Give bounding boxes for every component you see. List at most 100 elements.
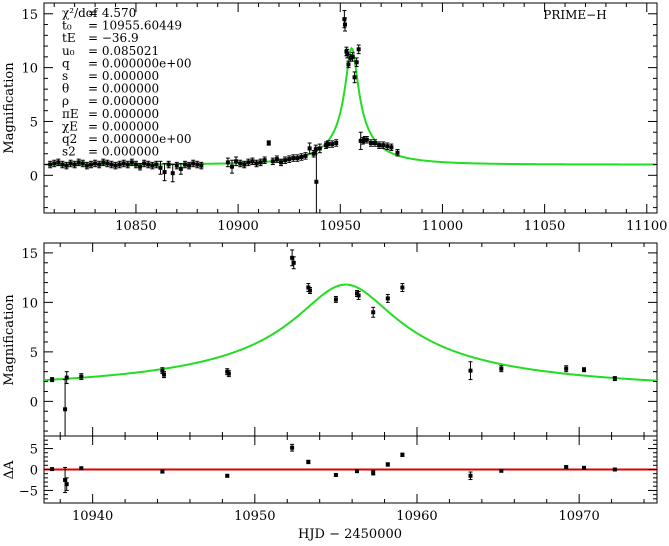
data-point — [306, 459, 311, 465]
data-point — [323, 141, 328, 149]
data-marker — [311, 151, 316, 156]
data-point — [64, 477, 69, 491]
data-marker — [358, 138, 363, 143]
data-marker — [360, 138, 365, 143]
data-marker — [129, 160, 134, 165]
data-marker — [80, 161, 85, 166]
data-point — [150, 161, 155, 170]
data-marker — [162, 170, 167, 175]
data-point — [242, 160, 247, 169]
data-marker — [612, 467, 617, 472]
data-marker — [242, 162, 247, 167]
data-marker — [72, 162, 77, 167]
data-marker — [162, 372, 167, 377]
data-point — [364, 136, 369, 144]
data-marker — [291, 260, 296, 265]
data-marker — [150, 163, 155, 168]
panel-residuals-xlabel: HJD − 2450000 — [298, 527, 402, 542]
data-marker — [364, 137, 369, 142]
data-point — [333, 295, 338, 303]
data-marker — [346, 62, 351, 67]
param-value: = 0.000000 — [88, 119, 159, 133]
data-marker — [68, 161, 73, 166]
data-marker — [121, 161, 126, 166]
y-tick-label: 15 — [21, 8, 38, 23]
data-marker — [97, 162, 102, 167]
data-marker — [345, 51, 350, 56]
data-point — [395, 148, 400, 157]
data-point — [162, 162, 167, 182]
data-marker — [395, 150, 400, 155]
data-point — [63, 379, 68, 437]
param-name: ρ — [62, 94, 69, 108]
model-curve-group — [43, 283, 658, 382]
data-marker — [154, 162, 159, 167]
param-value: = 0.000000e+00 — [88, 56, 192, 70]
panel-zoom-ylabel: Magnification — [2, 294, 17, 386]
data-marker — [350, 54, 355, 59]
data-marker — [385, 462, 390, 467]
data-marker — [79, 374, 84, 379]
data-point — [468, 361, 473, 381]
data-marker — [182, 162, 187, 167]
y-tick-label: 5 — [30, 443, 38, 458]
data-point — [225, 473, 230, 478]
data-point — [358, 131, 363, 150]
param-value: = −36.9 — [88, 31, 139, 45]
data-marker — [362, 137, 367, 142]
axis-ticks-group: 0 5 10 15 — [21, 242, 657, 436]
data-marker — [317, 146, 322, 151]
param-value: = 0.085021 — [88, 44, 159, 58]
data-marker — [93, 161, 98, 166]
param-name: q — [62, 56, 70, 70]
data-marker — [287, 157, 292, 162]
data-point — [60, 160, 65, 169]
data-marker — [225, 473, 230, 478]
model-curve-group — [44, 46, 657, 166]
data-marker — [178, 166, 183, 171]
data-point — [258, 158, 263, 167]
data-point — [50, 377, 55, 383]
data-marker — [400, 285, 405, 290]
data-marker — [64, 163, 69, 168]
data-point — [250, 157, 255, 166]
data-point — [182, 160, 187, 169]
axis-ticks-group: 10850 10900 10950 11000 11050 11100 0 5 10 15 — [21, 2, 667, 234]
data-marker — [191, 161, 196, 166]
data-point — [381, 141, 386, 149]
data-point — [274, 155, 279, 163]
x-tick-label: 10960 — [396, 509, 437, 524]
data-point — [373, 139, 378, 147]
data-marker — [299, 155, 304, 159]
data-point — [121, 159, 126, 168]
panel-full-lightcurve: 10850 10900 10950 11000 11050 11100 0 5 10 15 Mag… — [2, 2, 667, 234]
data-marker — [88, 162, 93, 167]
data-point — [72, 160, 77, 169]
data-point — [76, 158, 81, 167]
data-marker — [377, 143, 382, 148]
data-point — [187, 161, 192, 170]
data-point — [283, 156, 288, 164]
axis-ticks-group: 10940 10950 10960 10970 −5 0 5 — [19, 435, 657, 524]
data-point — [117, 160, 122, 169]
panel-zoom-lightcurve: 0 5 10 15 Magnification — [2, 242, 658, 437]
param-name: θ — [62, 82, 69, 96]
data-point — [377, 141, 382, 149]
data-point — [191, 159, 196, 168]
data-point — [105, 159, 110, 168]
x-tick-label: 10970 — [558, 509, 599, 524]
data-marker — [352, 75, 357, 80]
data-marker — [348, 55, 353, 60]
data-point — [113, 161, 118, 170]
data-point — [287, 155, 292, 163]
data-marker — [306, 459, 311, 464]
data-points-group — [48, 10, 400, 214]
data-point — [229, 159, 234, 174]
data-marker — [314, 179, 319, 184]
data-marker — [356, 47, 361, 52]
data-point — [79, 466, 84, 471]
data-point — [160, 469, 165, 474]
data-point — [612, 376, 617, 382]
x-tick-label: 11100 — [626, 219, 667, 234]
data-marker — [389, 145, 394, 150]
